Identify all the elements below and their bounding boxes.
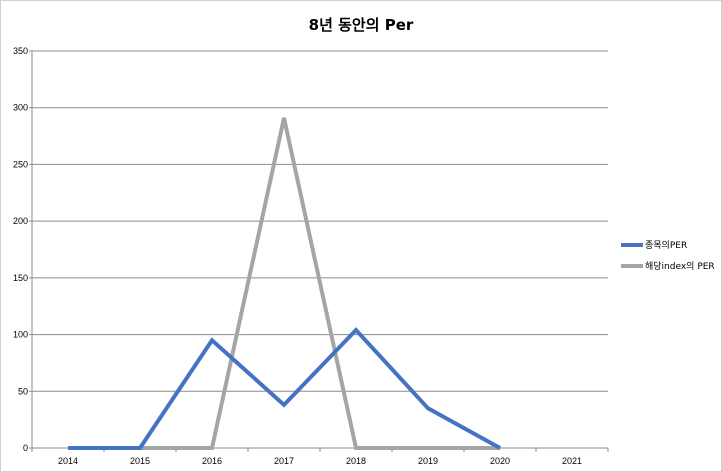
legend-label: 해당index의 PER: [645, 261, 715, 272]
legend: 종목의PER 해당index의 PER: [621, 240, 715, 272]
x-tick-label: 2020: [490, 456, 510, 466]
y-tick-label: 0: [23, 443, 28, 453]
legend-label: 종목의PER: [645, 240, 687, 251]
x-tick-label: 2021: [562, 456, 582, 466]
series-line-1: [68, 117, 500, 450]
x-tick-label: 2018: [346, 456, 366, 466]
x-tick-label: 2014: [58, 456, 78, 466]
x-tick-label: 2017: [274, 456, 294, 466]
y-tick-label: 200: [13, 216, 28, 226]
y-tick-label: 150: [13, 273, 28, 283]
series-layer: [68, 117, 501, 450]
y-tick-label: 350: [13, 46, 28, 56]
chart-title: 8년 동안의 Per: [309, 16, 414, 34]
y-tick-label: 250: [13, 159, 28, 169]
y-tick-label: 300: [13, 103, 28, 113]
y-tick-label: 50: [18, 386, 28, 396]
x-tick-label: 2019: [418, 456, 438, 466]
y-tick-label: 100: [13, 330, 28, 340]
axes: 0 50 100 150 200 250 300 350 2014 2015 2016 2017 201…: [13, 46, 609, 466]
x-tick-label: 2016: [202, 456, 222, 466]
grid-lines: [32, 50, 608, 392]
series-line-0: [68, 327, 501, 450]
x-tick-label: 2015: [130, 456, 150, 466]
